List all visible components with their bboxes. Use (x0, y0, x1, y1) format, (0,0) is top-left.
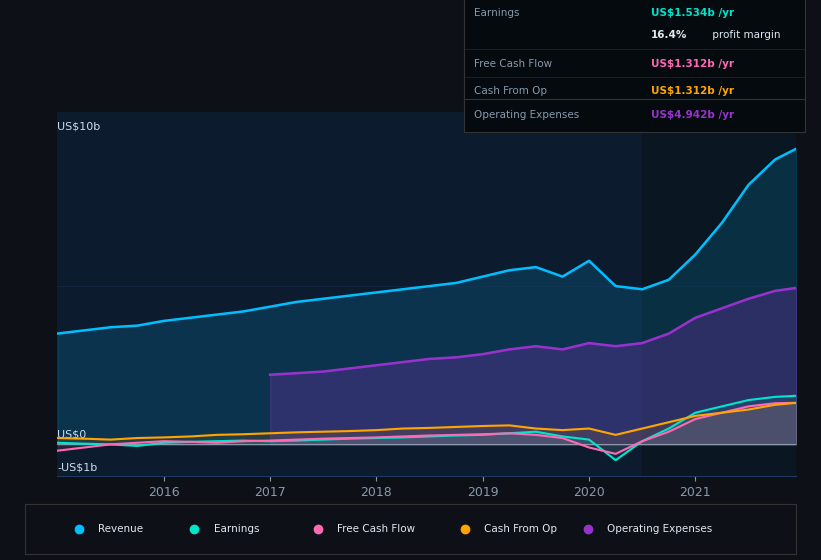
Text: Earnings: Earnings (213, 524, 259, 534)
Text: US$1.312b /yr: US$1.312b /yr (651, 86, 734, 96)
Text: US$10b: US$10b (57, 122, 101, 132)
Bar (642, 112, 796, 476)
Text: Operating Expenses: Operating Expenses (608, 524, 713, 534)
Text: Free Cash Flow: Free Cash Flow (474, 59, 553, 69)
Text: US$1.534b /yr: US$1.534b /yr (651, 8, 734, 18)
Text: Free Cash Flow: Free Cash Flow (337, 524, 415, 534)
Text: Revenue: Revenue (98, 524, 143, 534)
Text: Cash From Op: Cash From Op (474, 86, 547, 96)
Text: -US$1b: -US$1b (57, 463, 98, 473)
Text: profit margin: profit margin (709, 30, 781, 40)
Text: Earnings: Earnings (474, 8, 520, 18)
Text: US$0: US$0 (57, 430, 87, 440)
Text: US$1.312b /yr: US$1.312b /yr (651, 59, 734, 69)
Text: US$4.942b /yr: US$4.942b /yr (651, 110, 734, 120)
Text: 16.4%: 16.4% (651, 30, 688, 40)
Text: Operating Expenses: Operating Expenses (474, 110, 580, 120)
Text: Cash From Op: Cash From Op (484, 524, 557, 534)
